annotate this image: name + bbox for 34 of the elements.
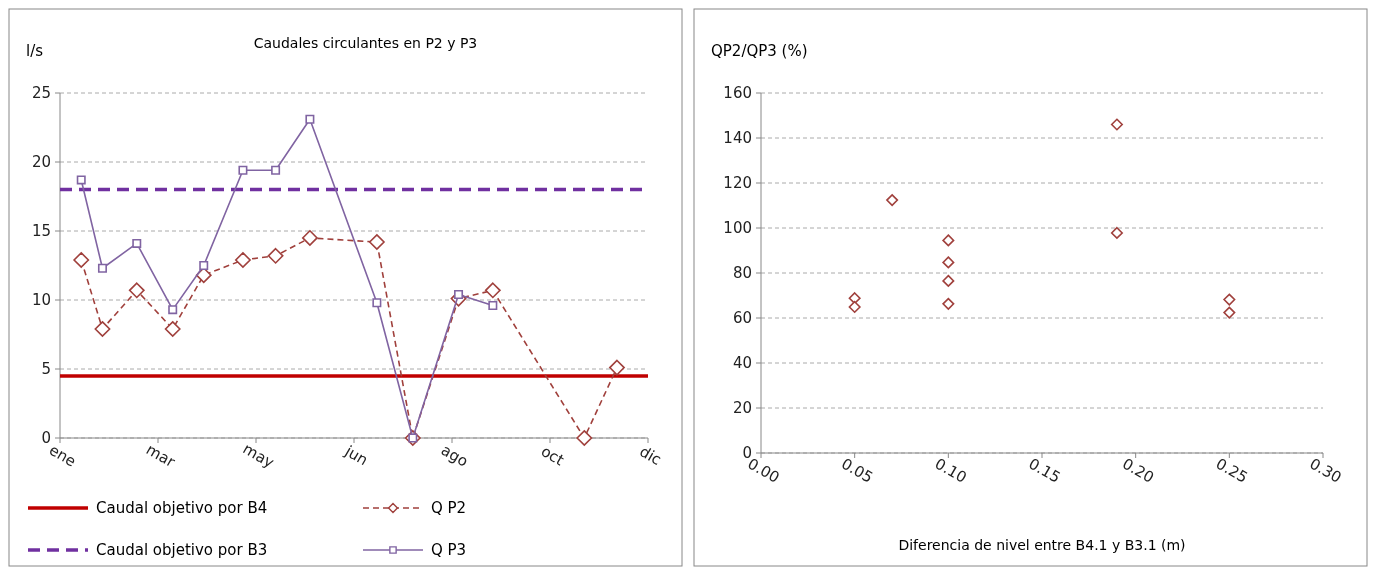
y-tick-label: 160: [723, 84, 752, 103]
x-tick-label: 0.05: [838, 454, 877, 487]
y-tick-label: 40: [732, 354, 752, 373]
y-tick-label: 60: [732, 309, 752, 328]
y-tick-label: 120: [723, 174, 752, 193]
x-tick-label: oct: [537, 442, 568, 470]
legend-label: Caudal objetivo por B4: [96, 499, 268, 518]
y-tick-label: 80: [732, 264, 752, 283]
y-tick-label: 100: [723, 219, 752, 238]
x-tick-label: 0.30: [1306, 454, 1345, 487]
y-tick-label: 25: [31, 84, 51, 103]
y-tick-label: 140: [723, 129, 752, 148]
x-axis-title: Diferencia de nivel entre B4.1 y B3.1 (m): [898, 537, 1186, 553]
y-axis-title: l/s: [26, 42, 44, 60]
y-tick-label: 10: [31, 291, 51, 310]
y-tick-label: 15: [31, 222, 51, 241]
x-tick-label: mar: [143, 440, 179, 472]
y-tick-label: 5: [41, 360, 51, 379]
legend-label: Q P3: [431, 541, 467, 560]
x-tick-label: 0.10: [931, 454, 970, 487]
x-tick-label: may: [239, 439, 278, 472]
legend-label: Caudal objetivo por B3: [96, 541, 268, 560]
legend-label: Q P2: [431, 499, 467, 518]
x-tick-label: 0.20: [1119, 454, 1158, 487]
x-tick-label: 0.15: [1025, 454, 1064, 487]
y-tick-label: 20: [31, 153, 51, 172]
y-axis-title: QP2/QP3 (%): [711, 42, 808, 60]
y-tick-label: 0: [41, 429, 51, 448]
chart-title: Caudales circulantes en P2 y P3: [253, 35, 478, 51]
x-tick-label: 0.25: [1212, 454, 1251, 487]
x-tick-label: ago: [437, 440, 472, 471]
y-tick-label: 20: [732, 399, 752, 418]
x-tick-label: dic: [636, 442, 665, 469]
x-tick-label: jun: [341, 441, 372, 470]
